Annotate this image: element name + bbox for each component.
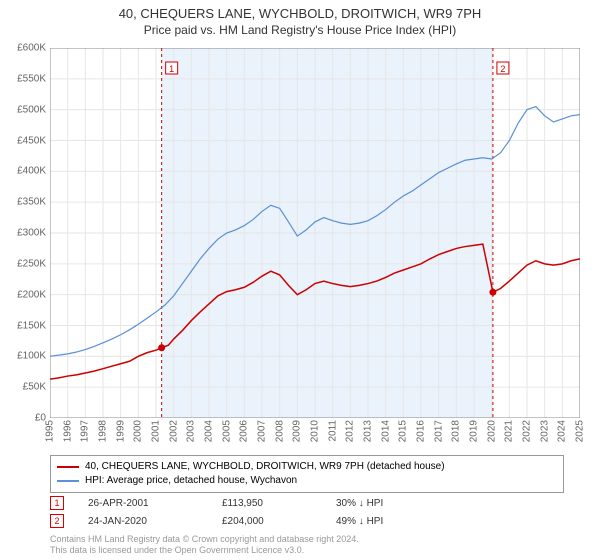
y-tick-label: £200K	[17, 289, 46, 300]
y-tick-label: £400K	[17, 166, 46, 177]
x-tick-label: 2001	[151, 420, 162, 442]
transaction-date: 24-JAN-2020	[88, 516, 198, 527]
x-tick-label: 1995	[45, 420, 56, 442]
x-tick-label: 2014	[380, 420, 391, 442]
x-tick-label: 1998	[98, 420, 109, 442]
transaction-badge: 1	[50, 496, 64, 510]
x-tick-label: 2009	[292, 420, 303, 442]
y-tick-label: £450K	[17, 135, 46, 146]
chart-subtitle: Price paid vs. HM Land Registry's House …	[0, 23, 600, 41]
x-tick-label: 2022	[522, 420, 533, 442]
y-tick-label: £100K	[17, 351, 46, 362]
x-tick-label: 2006	[239, 420, 250, 442]
x-tick-label: 2020	[486, 420, 497, 442]
x-tick-label: 2023	[539, 420, 550, 442]
x-tick-label: 1996	[62, 420, 73, 442]
transaction-row: 1 26-APR-2001 £113,950 30% ↓ HPI	[50, 496, 570, 510]
x-tick-label: 2013	[363, 420, 374, 442]
x-tick-label: 2012	[345, 420, 356, 442]
transaction-row: 2 24-JAN-2020 £204,000 49% ↓ HPI	[50, 514, 570, 528]
x-tick-label: 2024	[557, 420, 568, 442]
y-tick-label: £350K	[17, 197, 46, 208]
x-tick-label: 2018	[451, 420, 462, 442]
x-tick-label: 2011	[327, 420, 338, 442]
transaction-price: £113,950	[222, 498, 312, 509]
transaction-date: 26-APR-2001	[88, 498, 198, 509]
x-tick-label: 1999	[115, 420, 126, 442]
footer-line: Contains HM Land Registry data © Crown c…	[50, 534, 359, 545]
svg-text:1: 1	[169, 64, 174, 74]
legend-swatch	[57, 480, 79, 482]
x-tick-label: 2007	[257, 420, 268, 442]
x-tick-label: 2004	[204, 420, 215, 442]
chart-area: 12 £0£50K£100K£150K£200K£250K£300K£350K£…	[50, 48, 580, 418]
legend-item: HPI: Average price, detached house, Wych…	[57, 474, 557, 488]
x-tick-label: 2010	[310, 420, 321, 442]
x-tick-label: 2016	[416, 420, 427, 442]
x-tick-label: 2000	[133, 420, 144, 442]
y-tick-label: £600K	[17, 43, 46, 54]
transaction-badge: 2	[50, 514, 64, 528]
y-tick-label: £250K	[17, 258, 46, 269]
x-tick-label: 2003	[186, 420, 197, 442]
x-tick-label: 2019	[469, 420, 480, 442]
x-tick-label: 2017	[433, 420, 444, 442]
legend-swatch	[57, 466, 79, 468]
legend: 40, CHEQUERS LANE, WYCHBOLD, DROITWICH, …	[50, 455, 564, 493]
x-tick-label: 2008	[274, 420, 285, 442]
x-tick-label: 2025	[575, 420, 586, 442]
x-tick-label: 2015	[398, 420, 409, 442]
y-tick-label: £50K	[23, 382, 46, 393]
x-tick-label: 2005	[221, 420, 232, 442]
legend-label: 40, CHEQUERS LANE, WYCHBOLD, DROITWICH, …	[85, 460, 445, 474]
svg-text:2: 2	[500, 64, 505, 74]
chart-container: 40, CHEQUERS LANE, WYCHBOLD, DROITWICH, …	[0, 0, 600, 560]
transaction-price: £204,000	[222, 516, 312, 527]
x-tick-label: 1997	[80, 420, 91, 442]
x-tick-label: 2002	[168, 420, 179, 442]
y-tick-label: £550K	[17, 73, 46, 84]
chart-title: 40, CHEQUERS LANE, WYCHBOLD, DROITWICH, …	[0, 0, 600, 23]
y-tick-label: £500K	[17, 104, 46, 115]
legend-item: 40, CHEQUERS LANE, WYCHBOLD, DROITWICH, …	[57, 460, 557, 474]
footer-attribution: Contains HM Land Registry data © Crown c…	[50, 534, 359, 556]
transaction-delta: 49% ↓ HPI	[336, 516, 383, 527]
x-tick-label: 2021	[504, 420, 515, 442]
y-tick-label: £300K	[17, 228, 46, 239]
transaction-table: 1 26-APR-2001 £113,950 30% ↓ HPI 2 24-JAN-202…	[50, 496, 570, 532]
y-tick-label: £150K	[17, 320, 46, 331]
transaction-delta: 30% ↓ HPI	[336, 498, 383, 509]
footer-line: This data is licensed under the Open Gov…	[50, 545, 359, 556]
legend-label: HPI: Average price, detached house, Wych…	[85, 474, 297, 488]
line-chart: 12	[50, 48, 580, 418]
